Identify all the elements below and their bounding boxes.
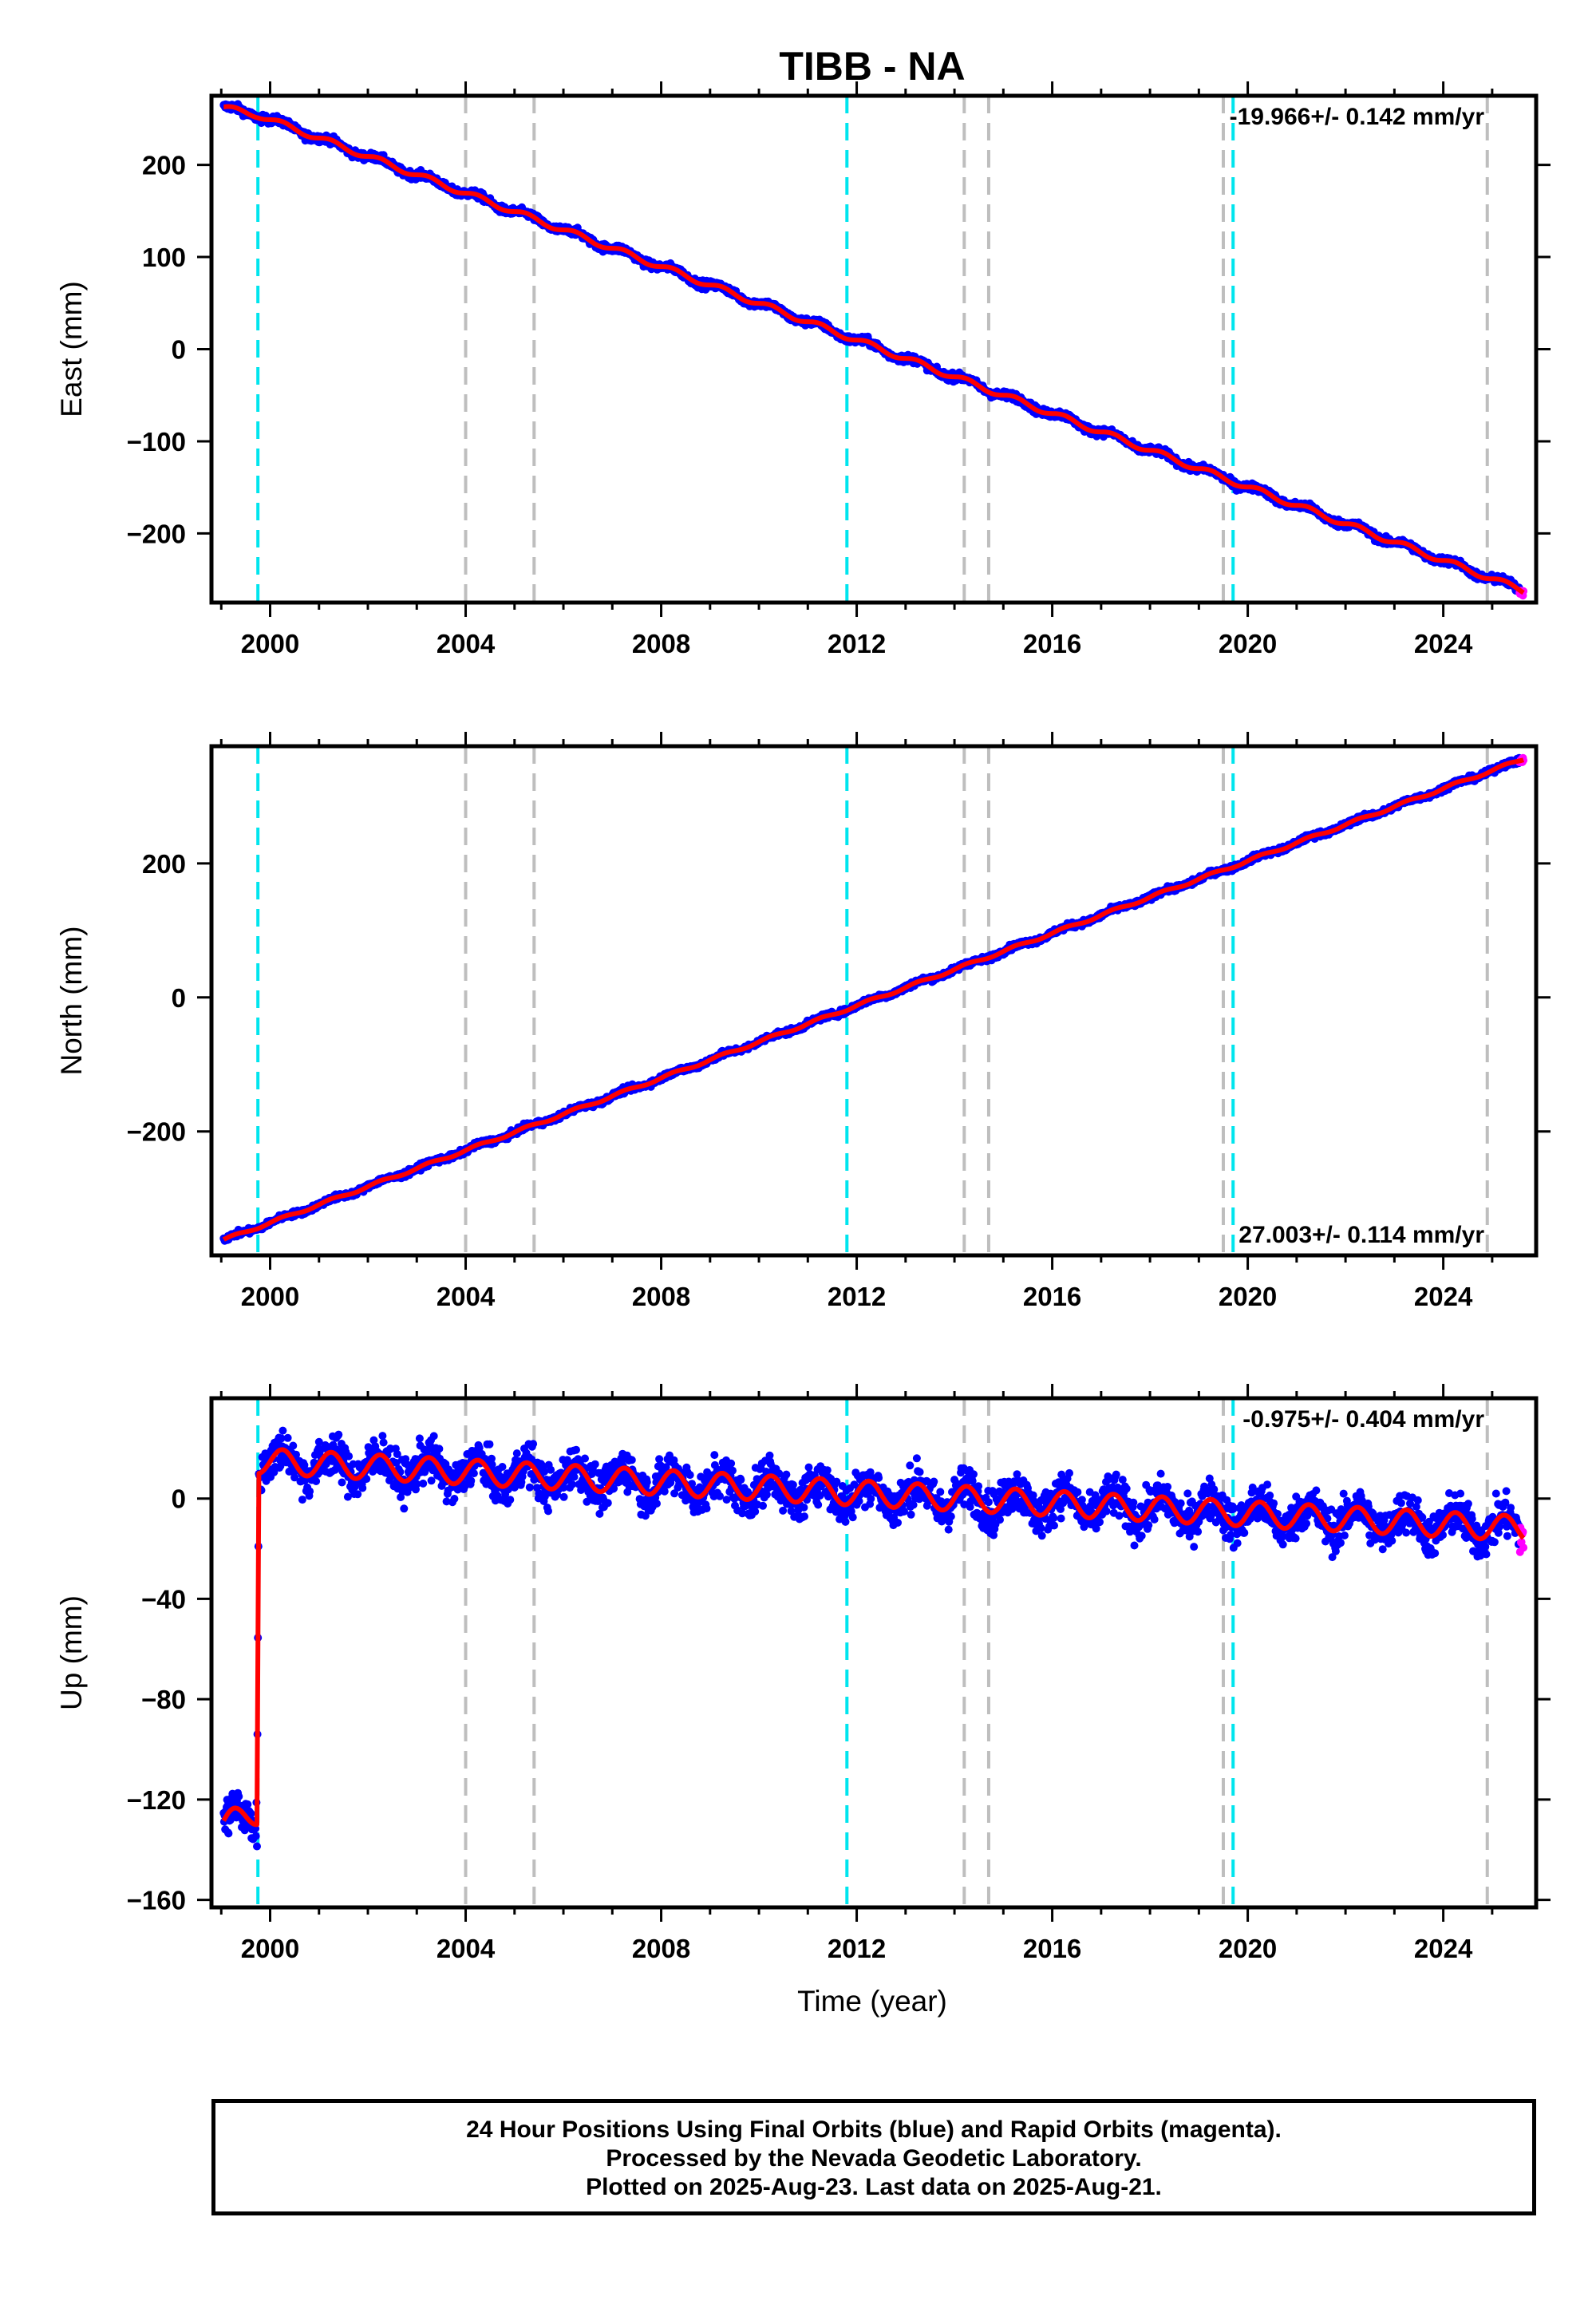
- north-panel: 2000 2004 2008 2012 2016 2020 20242000−200Nort…: [55, 732, 1551, 1311]
- x-tick-label: 2012: [828, 629, 886, 658]
- x-tick-label: 2004: [437, 629, 496, 658]
- y-axis-label: East (mm): [55, 281, 88, 417]
- y-tick-label: −200: [127, 519, 186, 548]
- east-panel: 2000 2004 2008 2012 2016 2020 2024 200 100 0 −100 −…: [55, 81, 1551, 658]
- x-tick-label: 2024: [1414, 629, 1473, 658]
- y-tick-label: −100: [127, 427, 186, 456]
- chart-title: TIBB - NA: [779, 44, 965, 89]
- x-tick-label: 2008: [632, 629, 690, 658]
- x-tick-label: 2000: [241, 629, 299, 658]
- rate-label: -19.966+/- 0.142 mm/yr: [1230, 104, 1485, 130]
- x-tick-label: 2020: [1219, 629, 1277, 658]
- y-tick-label: 0: [172, 335, 186, 365]
- x-tick-label: 2016: [1023, 629, 1081, 658]
- y-tick-label: 200: [142, 151, 186, 180]
- y-tick-label: 100: [142, 243, 186, 272]
